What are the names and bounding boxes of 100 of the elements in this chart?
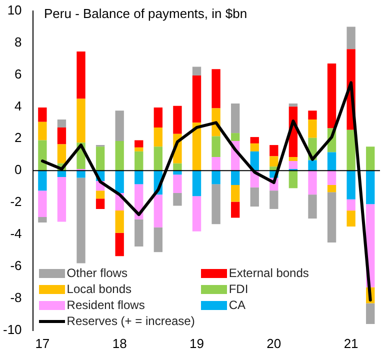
bar	[173, 163, 182, 171]
bar	[308, 119, 317, 138]
x-tick-label: 19	[190, 336, 204, 351]
bar	[134, 219, 144, 247]
bar	[346, 130, 356, 171]
bar	[57, 144, 66, 164]
bar	[192, 170, 202, 196]
bar	[57, 127, 66, 144]
bar	[288, 161, 298, 169]
y-tick-label: 8	[14, 34, 22, 50]
bar	[38, 107, 47, 122]
bar	[327, 152, 336, 171]
bar	[134, 147, 144, 152]
bar	[250, 187, 259, 207]
x-tick-label: 21	[344, 336, 358, 351]
bar	[212, 136, 220, 158]
bar	[57, 119, 66, 128]
bar	[192, 76, 202, 123]
y-tick-label: -6	[10, 258, 22, 274]
bar	[57, 170, 66, 177]
bar	[230, 184, 240, 202]
bar	[96, 190, 105, 199]
bar	[192, 66, 202, 76]
bar	[173, 174, 182, 193]
y-tick-label: -8	[10, 290, 22, 306]
x-tick-label: 17	[35, 336, 50, 351]
bar	[230, 202, 240, 218]
bar	[288, 103, 298, 107]
bar	[327, 184, 336, 192]
bar	[192, 122, 202, 171]
y-tick-label: 10	[7, 2, 22, 18]
bar	[250, 143, 259, 152]
bar	[134, 170, 144, 184]
bar	[346, 210, 356, 227]
y-tick-label: 2	[14, 130, 22, 146]
bar	[115, 170, 124, 193]
bar	[134, 151, 144, 171]
x-tick-label: 18	[112, 336, 127, 351]
bar	[308, 110, 317, 120]
bar	[212, 170, 220, 184]
bar	[76, 170, 86, 178]
legend-label: Resident flows	[66, 298, 145, 312]
legend-label: Local bonds	[66, 282, 132, 296]
bar	[212, 184, 220, 224]
bar	[308, 194, 317, 219]
bar	[154, 127, 163, 147]
bar	[327, 192, 336, 243]
bar	[230, 133, 240, 142]
legend-label: CA	[228, 298, 246, 312]
bar	[288, 170, 298, 188]
bar	[250, 137, 259, 144]
bar	[154, 227, 163, 252]
bar	[212, 69, 220, 108]
y-tick-label: 6	[14, 66, 22, 82]
bar	[57, 176, 66, 222]
bar	[270, 145, 278, 156]
bar	[366, 170, 375, 204]
bar	[288, 157, 298, 162]
bar	[115, 210, 124, 233]
legend-label: External bonds	[228, 266, 309, 280]
bar	[173, 192, 182, 206]
bar	[366, 303, 375, 324]
bar	[76, 98, 86, 143]
bar	[38, 140, 47, 171]
bar	[270, 156, 278, 167]
bar	[173, 106, 182, 134]
legend-label: FDI	[228, 282, 248, 296]
bar	[154, 107, 163, 128]
bar	[154, 194, 163, 228]
y-tick-label: -4	[10, 226, 22, 242]
bar	[346, 199, 356, 211]
bar	[212, 157, 220, 171]
bar	[76, 52, 86, 99]
bar	[327, 170, 336, 185]
bar	[346, 26, 356, 50]
bar	[270, 190, 278, 209]
bar	[366, 146, 375, 171]
bar	[308, 170, 317, 195]
bar	[38, 190, 47, 217]
y-tick-label: -2	[10, 194, 22, 210]
bar	[134, 140, 144, 148]
y-tick-label: 4	[14, 98, 22, 114]
y-tick-label: 0	[14, 162, 22, 178]
bar	[346, 170, 356, 200]
bar	[38, 216, 47, 223]
legend-label: Other flows	[66, 266, 128, 280]
bar	[154, 146, 163, 171]
bar	[192, 196, 202, 232]
bar	[308, 160, 317, 171]
bar	[76, 178, 86, 264]
bar	[115, 141, 124, 171]
bar	[115, 110, 124, 142]
legend-label: Reserves (+ = increase)	[66, 314, 195, 328]
bar	[38, 122, 47, 140]
bar	[96, 198, 105, 209]
chart-title: Peru - Balance of payments, in $bn	[44, 6, 248, 21]
bar	[96, 146, 105, 171]
y-tick-label: -10	[2, 322, 22, 337]
bar	[230, 170, 240, 185]
bar	[115, 232, 124, 256]
